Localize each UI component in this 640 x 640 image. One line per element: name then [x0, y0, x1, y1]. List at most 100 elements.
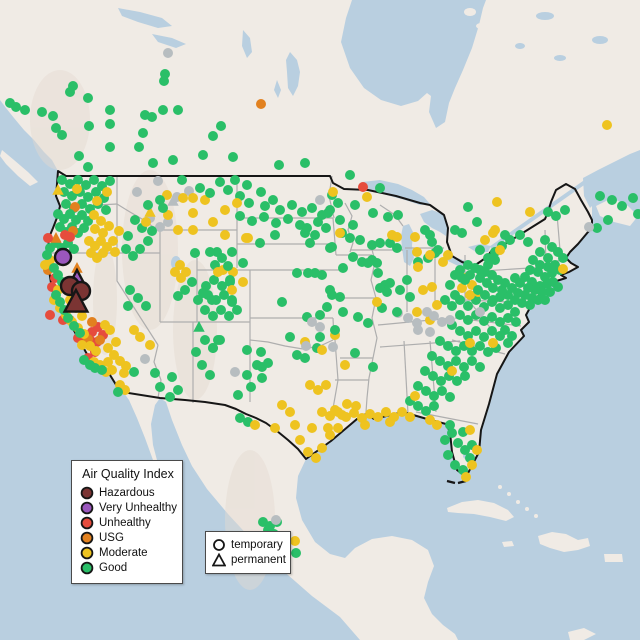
station-marker-good-temporary[interactable]	[173, 291, 183, 301]
aqi-legend-item[interactable]: Moderate	[80, 546, 176, 560]
station-marker-good-temporary[interactable]	[69, 321, 79, 331]
station-marker-good-temporary[interactable]	[277, 297, 287, 307]
station-marker-moderate-temporary[interactable]	[178, 193, 188, 203]
station-marker-moderate-temporary[interactable]	[103, 357, 113, 367]
station-marker-good-temporary[interactable]	[105, 142, 115, 152]
station-marker-good-temporary[interactable]	[81, 180, 91, 190]
station-marker-no_data-temporary[interactable]	[163, 48, 173, 58]
station-marker-moderate-temporary[interactable]	[213, 267, 223, 277]
station-marker-good-temporary[interactable]	[511, 317, 521, 327]
station-marker-moderate-temporary[interactable]	[220, 230, 230, 240]
station-marker-moderate-temporary[interactable]	[425, 415, 435, 425]
station-marker-good-temporary[interactable]	[197, 360, 207, 370]
station-marker-moderate-temporary[interactable]	[341, 412, 351, 422]
station-marker-good-temporary[interactable]	[63, 313, 73, 323]
station-marker-good-temporary[interactable]	[97, 365, 107, 375]
station-marker-unhealthy-temporary[interactable]	[45, 310, 55, 320]
station-marker-good-temporary[interactable]	[191, 347, 201, 357]
station-marker-moderate-temporary[interactable]	[110, 247, 120, 257]
station-marker-moderate-temporary[interactable]	[243, 233, 253, 243]
station-marker-good-temporary[interactable]	[238, 258, 248, 268]
station-marker-moderate-temporary[interactable]	[145, 340, 155, 350]
station-marker-good-temporary[interactable]	[345, 233, 355, 243]
station-marker-unhealthy-temporary[interactable]	[358, 182, 368, 192]
station-marker-good-temporary[interactable]	[37, 107, 47, 117]
station-marker-good-temporary[interactable]	[443, 450, 453, 460]
station-marker-good-temporary[interactable]	[150, 368, 160, 378]
station-marker-moderate-temporary[interactable]	[307, 423, 317, 433]
station-marker-good-temporary[interactable]	[472, 217, 482, 227]
station-marker-good-temporary[interactable]	[209, 275, 219, 285]
station-marker-good-temporary[interactable]	[203, 290, 213, 300]
station-marker-good-temporary[interactable]	[392, 307, 402, 317]
station-marker-no_data-temporary[interactable]	[153, 176, 163, 186]
station-marker-usg-temporary[interactable]	[256, 99, 266, 109]
station-marker-good-temporary[interactable]	[487, 326, 497, 336]
station-marker-good-temporary[interactable]	[327, 242, 337, 252]
station-marker-good-temporary[interactable]	[375, 183, 385, 193]
station-marker-good-temporary[interactable]	[227, 295, 237, 305]
station-marker-good-temporary[interactable]	[483, 347, 493, 357]
station-marker-good-temporary[interactable]	[130, 215, 140, 225]
station-marker-good-temporary[interactable]	[523, 237, 533, 247]
station-marker-good-temporary[interactable]	[395, 285, 405, 295]
station-marker-good-temporary[interactable]	[445, 392, 455, 402]
station-marker-good-temporary[interactable]	[61, 199, 71, 209]
station-marker-no_data-temporary[interactable]	[445, 315, 455, 325]
station-marker-moderate-temporary[interactable]	[72, 184, 82, 194]
station-marker-moderate-permanent[interactable]	[52, 184, 64, 195]
station-marker-good-temporary[interactable]	[101, 205, 111, 215]
station-marker-moderate-temporary[interactable]	[290, 536, 300, 546]
station-marker-good-temporary[interactable]	[560, 205, 570, 215]
station-marker-moderate-temporary[interactable]	[472, 445, 482, 455]
station-marker-good-temporary[interactable]	[355, 235, 365, 245]
station-marker-good-temporary[interactable]	[255, 238, 265, 248]
station-marker-good-temporary[interactable]	[292, 350, 302, 360]
station-marker-very_unhealthy-temporary[interactable]	[53, 247, 73, 267]
station-marker-good-temporary[interactable]	[375, 238, 385, 248]
station-marker-moderate-temporary[interactable]	[92, 196, 102, 206]
station-marker-good-temporary[interactable]	[180, 285, 190, 295]
station-marker-good-temporary[interactable]	[405, 292, 415, 302]
station-marker-good-temporary[interactable]	[91, 187, 101, 197]
station-marker-good-temporary[interactable]	[200, 335, 210, 345]
station-marker-moderate-temporary[interactable]	[412, 247, 422, 257]
station-marker-good-temporary[interactable]	[463, 202, 473, 212]
station-marker-good-temporary[interactable]	[617, 201, 627, 211]
station-marker-good-temporary[interactable]	[551, 211, 561, 221]
station-marker-good-temporary[interactable]	[510, 273, 520, 283]
station-marker-no_data-temporary[interactable]	[403, 313, 413, 323]
station-marker-good-temporary[interactable]	[592, 223, 602, 233]
station-marker-good-temporary[interactable]	[525, 265, 535, 275]
station-marker-good-temporary[interactable]	[503, 300, 513, 310]
station-marker-moderate-temporary[interactable]	[333, 407, 343, 417]
station-marker-moderate-temporary[interactable]	[305, 380, 315, 390]
station-marker-good-temporary[interactable]	[603, 215, 613, 225]
station-marker-good-temporary[interactable]	[225, 275, 235, 285]
station-marker-good-temporary[interactable]	[325, 285, 335, 295]
station-marker-moderate-temporary[interactable]	[465, 338, 475, 348]
station-marker-good-temporary[interactable]	[350, 348, 360, 358]
station-marker-moderate-temporary[interactable]	[135, 332, 145, 342]
station-marker-good-temporary[interactable]	[540, 235, 550, 245]
station-marker-good-temporary[interactable]	[413, 381, 423, 391]
station-marker-good-temporary[interactable]	[235, 413, 245, 423]
station-marker-good-temporary[interactable]	[135, 244, 145, 254]
station-marker-good-temporary[interactable]	[177, 175, 187, 185]
station-marker-moderate-temporary[interactable]	[461, 472, 471, 482]
station-marker-good-temporary[interactable]	[445, 280, 455, 290]
station-marker-moderate-temporary[interactable]	[465, 290, 475, 300]
station-marker-good-temporary[interactable]	[215, 177, 225, 187]
station-marker-moderate-temporary[interactable]	[317, 407, 327, 417]
station-marker-good-temporary[interactable]	[553, 282, 563, 292]
station-marker-moderate-temporary[interactable]	[412, 307, 422, 317]
aqi-legend-item[interactable]: USG	[80, 531, 176, 545]
station-marker-good-temporary[interactable]	[368, 208, 378, 218]
station-marker-good-temporary[interactable]	[275, 205, 285, 215]
station-marker-good-temporary[interactable]	[69, 244, 79, 254]
station-marker-moderate-temporary[interactable]	[102, 187, 112, 197]
station-marker-good-temporary[interactable]	[467, 346, 477, 356]
station-marker-usg-temporary[interactable]	[87, 317, 97, 327]
station-marker-good-temporary[interactable]	[83, 93, 93, 103]
station-marker-usg-permanent[interactable]	[50, 232, 62, 243]
